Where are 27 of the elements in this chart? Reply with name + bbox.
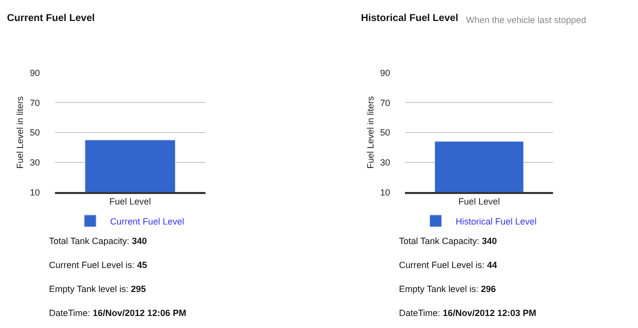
y-tick-label: 70 xyxy=(30,98,40,108)
y-tick-label: 70 xyxy=(380,98,390,108)
y-tick-label: 50 xyxy=(30,128,40,138)
y-tick-label: 10 xyxy=(30,187,40,198)
y-axis-title: Fuel Level in liters xyxy=(365,96,376,169)
text: Total Tank Capacity: 340 xyxy=(49,236,147,246)
y-tick-label: 30 xyxy=(30,157,40,168)
text: DateTime: 16/Nov/2012 12:06 PM xyxy=(49,308,186,318)
y-tick-label: 30 xyxy=(380,157,390,168)
chart-subtitle: When the vehicle last stopped xyxy=(466,15,586,25)
legend-label: Current Fuel Level xyxy=(110,216,184,226)
text: Current Fuel Level is: 45 xyxy=(49,260,148,270)
legend-label: Historical Fuel Level xyxy=(456,216,537,226)
chart-title: Current Fuel Level xyxy=(7,13,96,24)
text: Empty Tank level is: 295 xyxy=(49,284,146,294)
y-tick-label: 90 xyxy=(30,68,40,78)
chart-title: Historical Fuel Level xyxy=(361,13,458,24)
x-tick-label: Fuel Level xyxy=(109,196,151,207)
y-tick-label: 10 xyxy=(380,187,390,198)
text: Empty Tank level is: 296 xyxy=(399,284,496,294)
text: Current Fuel Level is: 44 xyxy=(399,260,498,270)
y-axis-title: Fuel Level in liters xyxy=(15,96,26,169)
text: DateTime: 16/Nov/2012 12:03 PM xyxy=(399,308,536,318)
text: Total Tank Capacity: 340 xyxy=(399,236,497,246)
x-tick-label: Fuel Level xyxy=(458,196,500,207)
y-tick-label: 50 xyxy=(380,128,390,138)
y-tick-label: 90 xyxy=(380,68,390,78)
